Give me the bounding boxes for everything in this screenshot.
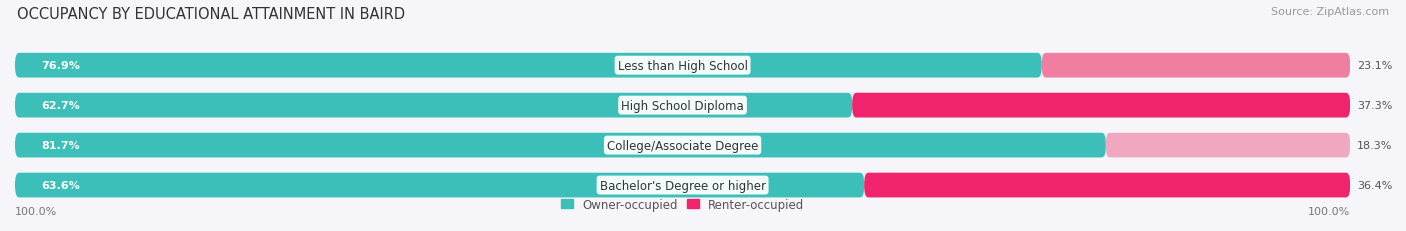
Text: Source: ZipAtlas.com: Source: ZipAtlas.com [1271,7,1389,17]
FancyBboxPatch shape [15,133,1350,158]
FancyBboxPatch shape [865,173,1350,198]
FancyBboxPatch shape [852,93,1350,118]
Text: 23.1%: 23.1% [1357,61,1392,71]
FancyBboxPatch shape [15,133,1107,158]
Text: 37.3%: 37.3% [1357,101,1392,111]
FancyBboxPatch shape [15,54,1042,78]
Text: 100.0%: 100.0% [1308,206,1350,216]
Text: 76.9%: 76.9% [42,61,80,71]
FancyBboxPatch shape [15,54,1350,78]
Text: Bachelor's Degree or higher: Bachelor's Degree or higher [599,179,766,192]
FancyBboxPatch shape [15,173,865,198]
Text: 62.7%: 62.7% [42,101,80,111]
Text: 63.6%: 63.6% [42,180,80,190]
Text: Less than High School: Less than High School [617,59,748,72]
FancyBboxPatch shape [15,93,1350,118]
Text: High School Diploma: High School Diploma [621,99,744,112]
FancyBboxPatch shape [1107,133,1350,158]
Text: OCCUPANCY BY EDUCATIONAL ATTAINMENT IN BAIRD: OCCUPANCY BY EDUCATIONAL ATTAINMENT IN B… [17,7,405,22]
Legend: Owner-occupied, Renter-occupied: Owner-occupied, Renter-occupied [561,198,804,211]
Text: 81.7%: 81.7% [42,140,80,150]
Text: 100.0%: 100.0% [15,206,58,216]
FancyBboxPatch shape [15,173,1350,198]
FancyBboxPatch shape [15,93,852,118]
Text: College/Associate Degree: College/Associate Degree [607,139,758,152]
Text: 18.3%: 18.3% [1357,140,1392,150]
FancyBboxPatch shape [1042,54,1350,78]
Text: 36.4%: 36.4% [1357,180,1392,190]
